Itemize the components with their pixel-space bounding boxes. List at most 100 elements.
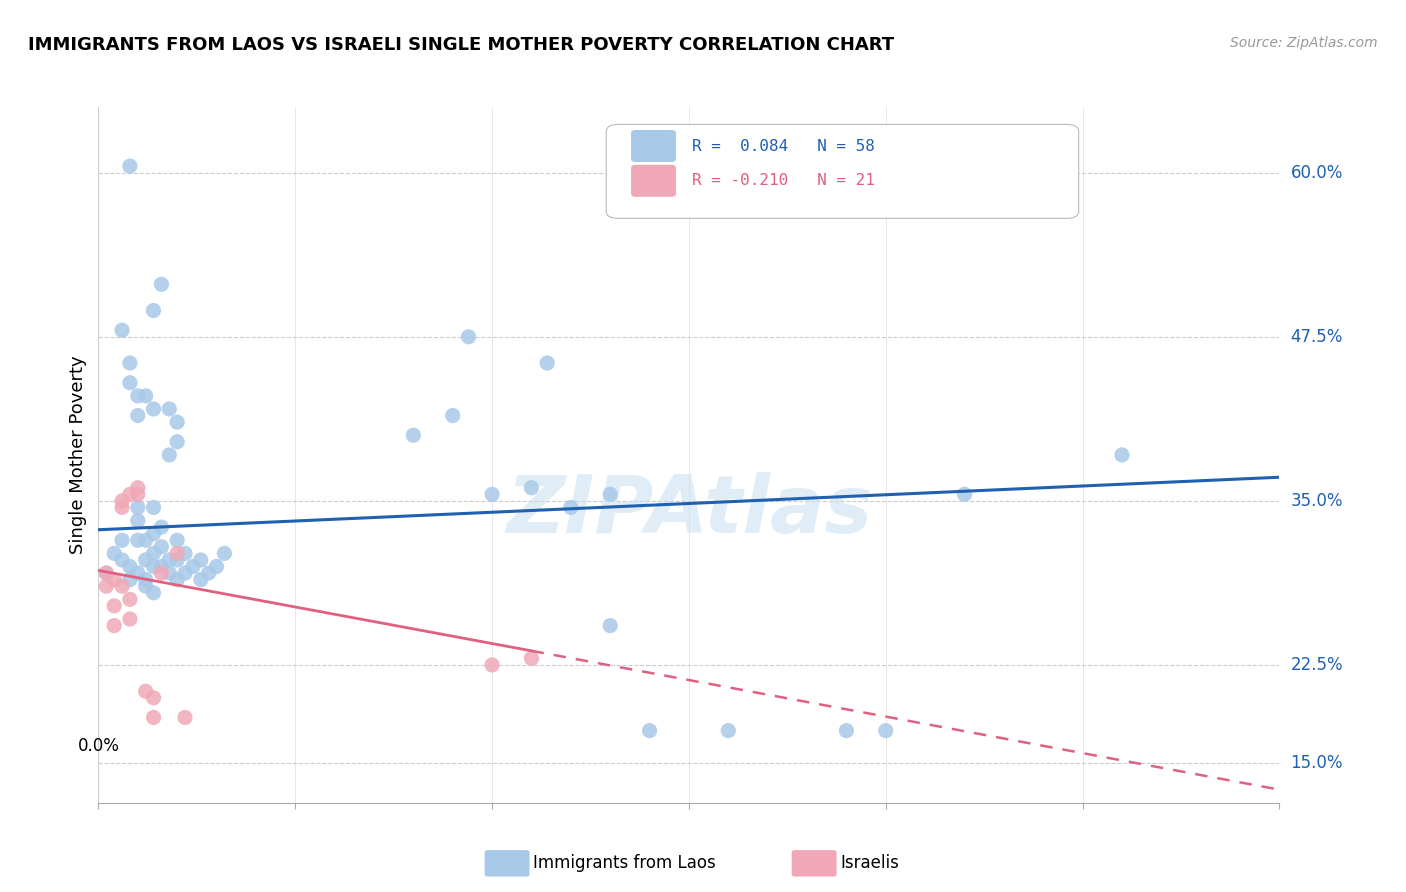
- Point: [103, 573, 125, 587]
- Point: [118, 487, 141, 501]
- Point: [157, 448, 180, 462]
- FancyBboxPatch shape: [485, 850, 530, 877]
- Point: [111, 553, 134, 567]
- Point: [205, 559, 228, 574]
- FancyBboxPatch shape: [631, 130, 676, 162]
- Point: [127, 533, 149, 548]
- Text: R =  0.084   N = 58: R = 0.084 N = 58: [693, 138, 876, 153]
- Point: [174, 566, 197, 580]
- Point: [953, 487, 976, 501]
- Point: [166, 434, 188, 449]
- Point: [181, 559, 204, 574]
- Point: [481, 487, 503, 501]
- Point: [166, 533, 188, 548]
- Point: [142, 546, 165, 560]
- Point: [166, 415, 188, 429]
- Point: [402, 428, 425, 442]
- Point: [174, 710, 197, 724]
- Point: [135, 389, 157, 403]
- FancyBboxPatch shape: [606, 124, 1078, 219]
- Point: [142, 526, 165, 541]
- Point: [127, 487, 149, 501]
- Point: [174, 546, 197, 560]
- Point: [214, 546, 236, 560]
- Point: [111, 579, 134, 593]
- Point: [103, 599, 125, 613]
- Point: [150, 520, 173, 534]
- Text: 0.0%: 0.0%: [77, 737, 120, 755]
- Point: [118, 573, 141, 587]
- Point: [142, 500, 165, 515]
- Point: [142, 559, 165, 574]
- Point: [190, 553, 212, 567]
- Point: [111, 494, 134, 508]
- Point: [520, 481, 543, 495]
- Point: [127, 500, 149, 515]
- Text: 35.0%: 35.0%: [1291, 491, 1343, 510]
- Point: [103, 546, 125, 560]
- Point: [150, 559, 173, 574]
- Point: [835, 723, 858, 738]
- Point: [150, 540, 173, 554]
- FancyBboxPatch shape: [631, 165, 676, 197]
- Text: 60.0%: 60.0%: [1291, 163, 1343, 182]
- Text: Israelis: Israelis: [841, 855, 898, 872]
- Point: [536, 356, 558, 370]
- Text: 22.5%: 22.5%: [1291, 656, 1343, 674]
- Point: [560, 500, 582, 515]
- Point: [599, 487, 621, 501]
- Point: [638, 723, 661, 738]
- Point: [190, 573, 212, 587]
- Text: ZIPAtlas: ZIPAtlas: [506, 472, 872, 549]
- Point: [599, 618, 621, 632]
- Point: [135, 573, 157, 587]
- Point: [457, 330, 479, 344]
- Point: [118, 592, 141, 607]
- Point: [166, 546, 188, 560]
- Point: [166, 553, 188, 567]
- Point: [1111, 448, 1133, 462]
- Text: 15.0%: 15.0%: [1291, 755, 1343, 772]
- FancyBboxPatch shape: [792, 850, 837, 877]
- Point: [118, 356, 141, 370]
- Point: [135, 553, 157, 567]
- Point: [157, 401, 180, 416]
- Point: [142, 690, 165, 705]
- Point: [166, 573, 188, 587]
- Point: [142, 401, 165, 416]
- Point: [127, 566, 149, 580]
- Point: [875, 723, 897, 738]
- Point: [135, 533, 157, 548]
- Y-axis label: Single Mother Poverty: Single Mother Poverty: [69, 356, 87, 554]
- Point: [717, 723, 740, 738]
- Point: [96, 579, 118, 593]
- Point: [111, 533, 134, 548]
- Point: [197, 566, 219, 580]
- Text: R = -0.210   N = 21: R = -0.210 N = 21: [693, 173, 876, 188]
- Point: [127, 514, 149, 528]
- Point: [157, 566, 180, 580]
- Point: [135, 579, 157, 593]
- Point: [520, 651, 543, 665]
- Point: [127, 409, 149, 423]
- Point: [150, 277, 173, 292]
- Point: [118, 559, 141, 574]
- Point: [127, 481, 149, 495]
- Text: Source: ZipAtlas.com: Source: ZipAtlas.com: [1230, 36, 1378, 50]
- Point: [118, 376, 141, 390]
- Point: [103, 618, 125, 632]
- Point: [142, 303, 165, 318]
- Point: [111, 500, 134, 515]
- Text: Immigrants from Laos: Immigrants from Laos: [533, 855, 716, 872]
- Text: IMMIGRANTS FROM LAOS VS ISRAELI SINGLE MOTHER POVERTY CORRELATION CHART: IMMIGRANTS FROM LAOS VS ISRAELI SINGLE M…: [28, 36, 894, 54]
- Point: [441, 409, 464, 423]
- Point: [111, 323, 134, 337]
- Point: [481, 657, 503, 672]
- Point: [127, 389, 149, 403]
- Point: [142, 710, 165, 724]
- Point: [118, 612, 141, 626]
- Point: [96, 566, 118, 580]
- Point: [135, 684, 157, 698]
- Point: [96, 566, 118, 580]
- Text: 47.5%: 47.5%: [1291, 327, 1343, 346]
